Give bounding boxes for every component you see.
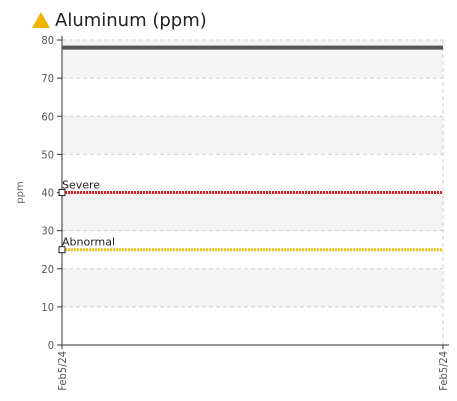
y-tick-label: 20 <box>41 263 54 276</box>
plot-band <box>62 268 443 307</box>
y-axis-label: ppm <box>15 181 26 203</box>
x-tick-label: Feb5/24 <box>56 351 69 391</box>
plot-bands <box>62 40 443 307</box>
limit-lines: Severe Abnormal <box>58 179 443 254</box>
limit-marker <box>58 246 66 254</box>
limit-label: Abnormal <box>62 236 115 249</box>
y-tick-label: 70 <box>41 72 54 85</box>
x-ticks: Feb5/24 Feb5/24 <box>56 345 450 391</box>
chart-title-row: Aluminum (ppm) <box>31 7 207 33</box>
warning-triangle-icon <box>32 12 50 28</box>
y-tick-label: 10 <box>41 301 54 314</box>
plot-band <box>62 116 443 155</box>
y-tick-label: 60 <box>41 110 54 123</box>
y-tick-label: 30 <box>41 225 54 238</box>
limit-marker <box>58 189 66 196</box>
y-tick-label: 0 <box>48 339 54 352</box>
limit-label: Severe <box>62 179 100 192</box>
y-ticks: 0 10 20 30 40 50 60 70 80 <box>41 34 62 352</box>
plot-band <box>62 192 443 231</box>
y-tick-label: 80 <box>41 34 54 47</box>
chart-title: Aluminum (ppm) <box>55 9 207 31</box>
y-tick-label: 50 <box>41 148 54 161</box>
y-tick-label: 40 <box>41 187 54 200</box>
x-tick-label: Feb5/24 <box>437 351 450 391</box>
